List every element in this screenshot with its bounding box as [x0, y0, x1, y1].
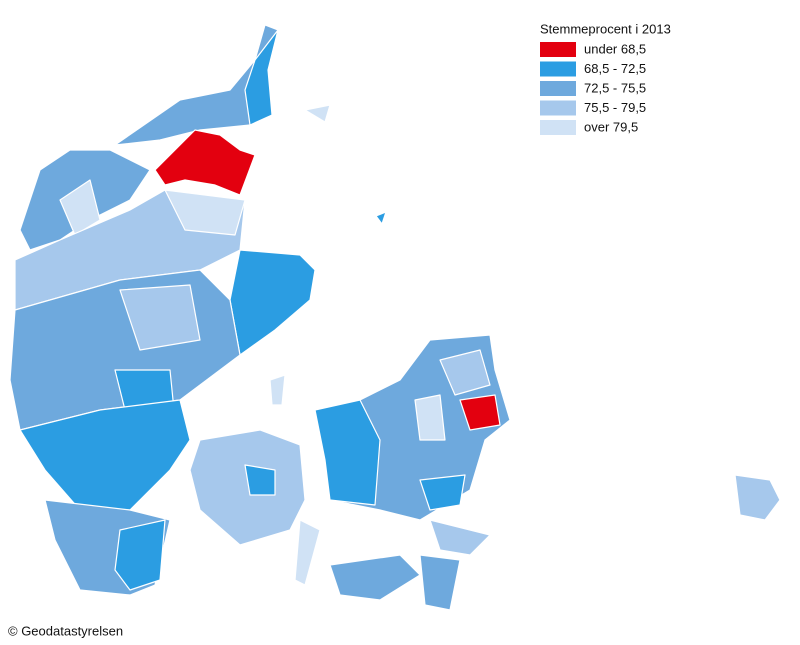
legend-title: Stemmeprocent i 2013: [540, 21, 671, 36]
denmark-map: [9, 24, 781, 611]
region: [164, 189, 246, 236]
legend-swatch: [540, 42, 576, 57]
region: [734, 474, 781, 521]
region: [304, 104, 331, 123]
legend-swatch: [540, 100, 576, 116]
region: [154, 129, 256, 196]
region: [329, 554, 421, 601]
legend-label: under 68,5: [584, 41, 646, 56]
region: [429, 519, 491, 556]
region: [59, 179, 101, 236]
region: [114, 519, 166, 591]
legend-swatch: [540, 61, 576, 77]
region: [459, 394, 501, 431]
legend: Stemmeprocent i 2013 under 68,5 68,5 - 72…: [540, 21, 671, 135]
region: [314, 399, 381, 506]
region: [414, 394, 446, 441]
legend-label: 75,5 - 79,5: [584, 100, 646, 115]
legend-label: over 79,5: [584, 119, 638, 134]
region: [294, 519, 321, 586]
region: [119, 284, 201, 351]
legend-swatch: [540, 81, 576, 96]
region: [244, 464, 276, 496]
legend-label: 72,5 - 75,5: [584, 80, 646, 95]
legend-label: 68,5 - 72,5: [584, 61, 646, 76]
region: [269, 374, 286, 406]
region: [419, 474, 466, 511]
region: [375, 211, 387, 225]
footer: © Geodatastyrelsen: [8, 623, 123, 638]
legend-swatch: [540, 120, 576, 135]
region: [439, 349, 491, 396]
region: [244, 29, 279, 126]
region: [19, 399, 191, 511]
region: [229, 249, 316, 356]
region: [189, 429, 306, 546]
region: [419, 554, 461, 611]
